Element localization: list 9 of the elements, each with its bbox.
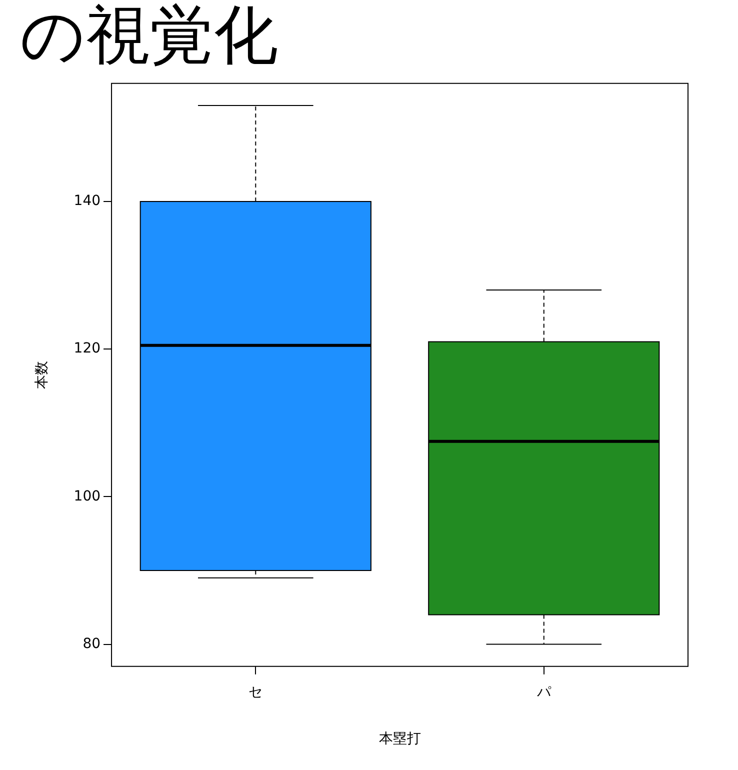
y-tick-label: 100 <box>74 488 101 504</box>
y-tick-label: 120 <box>74 340 101 357</box>
y-tick-label: 80 <box>82 636 101 652</box>
x-tick-label: セ <box>248 684 263 700</box>
chart-title: の視覚化 <box>19 0 279 73</box>
y-tick-label: 140 <box>74 193 101 210</box>
y-axis-title: 本数 <box>34 360 50 389</box>
x-tick-label: パ <box>536 684 552 700</box>
x-axis-title: 本塁打 <box>378 731 421 748</box>
